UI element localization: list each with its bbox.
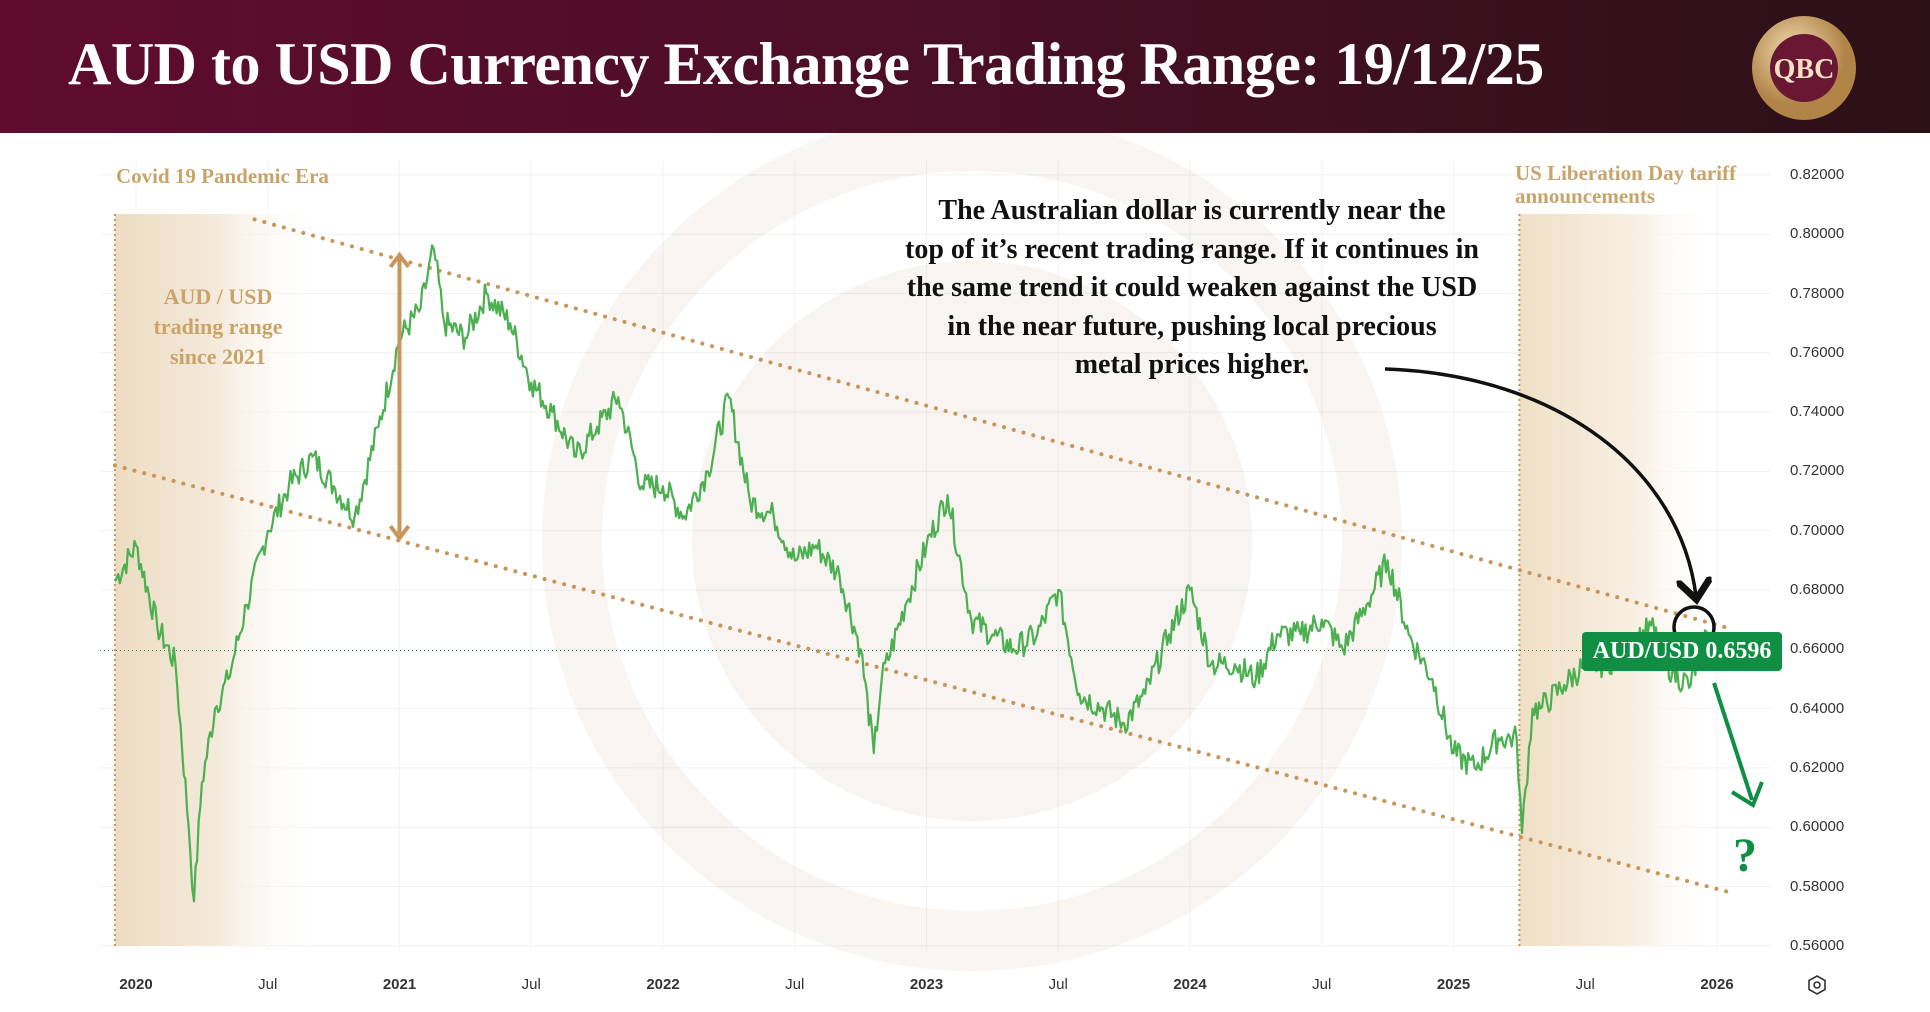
y-tick-label: 0.60000	[1790, 818, 1845, 836]
x-tick-label: 2023	[909, 976, 944, 993]
settings-icon[interactable]	[1806, 974, 1828, 996]
x-tick-label: 2020	[119, 976, 153, 993]
covid-era-label: Covid 19 Pandemic Era	[116, 164, 329, 188]
x-tick-label: Jul	[521, 976, 541, 993]
watermark	[542, 133, 1402, 971]
header-banner: AUD to USD Currency Exchange Trading Ran…	[0, 0, 1930, 133]
y-tick-label: 0.70000	[1790, 521, 1845, 539]
x-tick-label: Jul	[1312, 976, 1332, 993]
down-arrow	[1712, 682, 1764, 808]
x-tick-label: Jul	[785, 976, 805, 993]
note-line: metal prices higher.	[1074, 349, 1310, 380]
range-arrow-head	[388, 251, 411, 269]
y-tick-label: 0.76000	[1790, 343, 1845, 361]
y-tick-label: 0.78000	[1790, 284, 1845, 302]
svg-text:QBC: QBC	[1774, 54, 1835, 85]
label-line: US Liberation Day tariff	[1515, 161, 1737, 185]
label-line: AUD / USD	[163, 284, 273, 309]
page-title: AUD to USD Currency Exchange Trading Ran…	[68, 31, 1544, 97]
aud-usd-line	[113, 244, 1713, 903]
y-tick-label: 0.56000	[1790, 936, 1845, 954]
y-tick-label: 0.62000	[1790, 758, 1845, 776]
label-line: since 2021	[170, 344, 266, 369]
shaded-region	[114, 214, 321, 946]
x-tick-label: Jul	[1575, 976, 1595, 993]
note-line: in the near future, pushing local precio…	[947, 310, 1437, 342]
y-tick-label: 0.82000	[1790, 165, 1845, 183]
pointer-arrow	[1384, 367, 1696, 596]
label-line: trading range	[153, 314, 283, 339]
range-arrow-head	[388, 524, 411, 542]
x-tick-label: 2026	[1700, 976, 1734, 993]
qbc-logo: QBC	[1752, 16, 1856, 120]
y-tick-label: 0.72000	[1790, 462, 1845, 480]
note-line: The Australian dollar is currently near …	[938, 195, 1446, 226]
trend-line-upper	[252, 217, 1733, 631]
trading-range-label: AUD / USD trading range since 2021	[118, 282, 318, 372]
y-tick-label: 0.66000	[1790, 640, 1845, 658]
main-annotation: The Australian dollar is currently near …	[880, 192, 1504, 385]
range-arrow	[388, 251, 411, 542]
x-tick-label: 2022	[646, 976, 680, 993]
price-tag: AUD/USD 0.6596	[1582, 632, 1782, 671]
x-tick-label: Jul	[258, 976, 278, 993]
note-line: top of it’s recent trading range. If it …	[905, 233, 1479, 265]
y-tick-label: 0.58000	[1790, 877, 1845, 895]
y-tick-label: 0.80000	[1790, 225, 1845, 243]
note-line: the same trend it could weaken against t…	[906, 272, 1478, 303]
trend-line-lower	[112, 463, 1733, 895]
liberation-day-label: US Liberation Day tariff announcements	[1515, 162, 1736, 208]
y-tick-label: 0.68000	[1790, 581, 1845, 598]
x-tick-label: Jul	[1048, 976, 1068, 993]
x-tick-label: 2025	[1436, 976, 1471, 993]
question-mark: ?	[1733, 829, 1757, 882]
x-tick-label: 2024	[1173, 976, 1207, 993]
y-tick-label: 0.64000	[1790, 699, 1845, 717]
label-line: announcements	[1515, 184, 1656, 208]
exchange-rate-chart	[100, 133, 1770, 971]
y-tick-label: 0.74000	[1790, 403, 1845, 421]
x-tick-label: 2021	[382, 976, 417, 993]
